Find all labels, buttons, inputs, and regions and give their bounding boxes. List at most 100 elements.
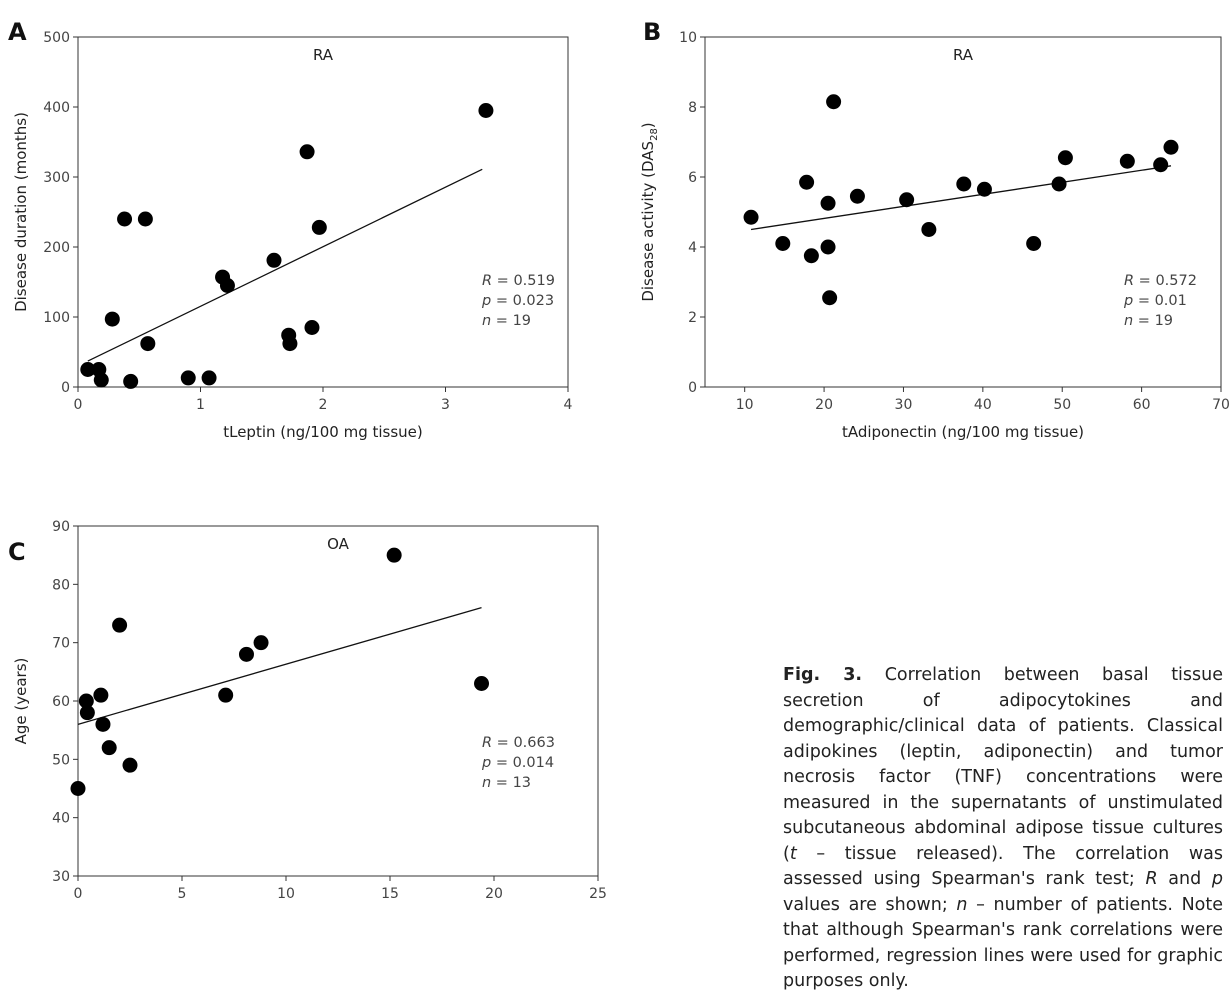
y-axis-label-main: Age (years) — [12, 658, 30, 745]
chart-panel-a: A RA 0 1 2 3 4 0 100 200 300 400 500 tLeptin (ng/100 … — [8, 18, 573, 441]
data-point — [1026, 236, 1042, 251]
y-tick-label: 60 — [52, 694, 70, 710]
x-tick-label: 30 — [895, 397, 913, 413]
y-tick-label: 70 — [52, 636, 70, 652]
y-tick-label: 90 — [52, 519, 70, 535]
x-axis-label: tLeptin (ng/100 mg tissue) — [223, 423, 423, 441]
data-point — [112, 617, 128, 633]
y-tick-label: 10 — [679, 30, 697, 46]
data-point — [849, 188, 865, 204]
data-point — [826, 94, 842, 110]
y-tick-label: 400 — [43, 100, 70, 116]
y-tick-label: 50 — [52, 752, 70, 768]
stat-n: n = 19 — [1124, 313, 1173, 329]
y-tick-label: 100 — [43, 310, 70, 326]
data-point — [822, 290, 838, 306]
y-axis-label-close: ) — [639, 122, 657, 128]
stat-n: n = 13 — [482, 775, 531, 791]
x-tick-label: 5 — [178, 886, 187, 902]
data-point — [1153, 157, 1169, 173]
data-point — [899, 192, 915, 208]
data-point — [201, 370, 217, 386]
y-axis-label: Disease duration (months) — [12, 112, 30, 312]
x-tick-label: 0 — [74, 397, 83, 413]
caption-text-1: Correlation between basal tissue secreti… — [783, 665, 1224, 864]
data-point — [93, 372, 109, 388]
caption-p: p — [1211, 869, 1224, 889]
data-point — [921, 222, 937, 237]
stat-r: R = 0.519 — [482, 273, 555, 289]
data-point — [117, 211, 133, 227]
x-tick-label: 50 — [1053, 397, 1071, 413]
x-tick-label: 0 — [74, 886, 83, 902]
y-tick-label: 4 — [688, 240, 697, 256]
y-tick-label: 500 — [43, 30, 70, 46]
data-point — [282, 336, 298, 352]
plot-frame — [77, 525, 599, 877]
data-point — [137, 211, 153, 227]
x-axis-label: tAdiponectin (ng/100 mg tissue) — [842, 423, 1084, 441]
x-tick-label: 70 — [1212, 397, 1229, 413]
y-tick-label: 300 — [43, 170, 70, 186]
x-tick-label: 20 — [485, 886, 503, 902]
x-tick-label: 60 — [1133, 397, 1151, 413]
data-point — [219, 278, 235, 293]
y-tick-label: 0 — [688, 380, 697, 396]
x-tick-label: 2 — [319, 397, 328, 413]
data-point — [95, 716, 111, 732]
panel-letter: B — [643, 18, 661, 46]
caption-label: Fig. 3. — [783, 665, 863, 685]
caption-R: R — [1145, 869, 1158, 889]
y-axis-label-sub: 28 — [649, 128, 660, 141]
data-point — [386, 547, 402, 563]
data-point — [123, 373, 139, 389]
data-point — [1163, 139, 1179, 155]
stat-n: n = 19 — [482, 313, 531, 329]
y-tick-label: 200 — [43, 240, 70, 256]
chart-title: RA — [953, 46, 974, 64]
x-tick-label: 20 — [815, 397, 833, 413]
data-point — [799, 174, 815, 190]
y-tick-label: 6 — [688, 170, 697, 186]
data-point — [1119, 153, 1135, 169]
data-point — [820, 195, 836, 211]
chart-panel-c: COA051015202530405060708090tTNF (pg/100 … — [8, 519, 607, 902]
caption-and: and — [1157, 869, 1212, 889]
data-point — [1057, 150, 1073, 166]
y-tick-label: 8 — [688, 100, 697, 116]
data-point — [218, 687, 234, 703]
data-point — [266, 252, 282, 268]
x-tick-label: 40 — [974, 397, 992, 413]
data-point — [104, 311, 120, 327]
data-point — [474, 676, 490, 691]
caption-t: t — [789, 843, 797, 864]
data-point — [775, 236, 791, 251]
data-point — [1051, 176, 1067, 192]
data-point — [78, 693, 94, 709]
data-point — [820, 239, 836, 255]
stat-p: p = 0.023 — [481, 293, 554, 309]
stat-r: R = 0.572 — [1124, 273, 1197, 289]
data-point — [238, 646, 254, 662]
regression-line — [750, 165, 1172, 231]
plot-frame — [704, 36, 1222, 388]
data-point — [976, 181, 992, 197]
chart-panel-b: B RA 10 20 30 40 50 60 70 0 2 4 6 8 10 tAdiponectin (ng… — [639, 18, 1229, 441]
y-tick-label: 40 — [52, 811, 70, 827]
x-tick-label: 25 — [589, 886, 607, 902]
y-axis-label: Age (years) — [12, 658, 30, 745]
x-tick-label: 10 — [277, 886, 295, 902]
data-point — [180, 370, 196, 386]
regression-line — [77, 607, 482, 725]
chart-title: RA — [313, 46, 334, 64]
data-point — [122, 757, 138, 773]
x-tick-label: 15 — [381, 886, 399, 902]
x-tick-label: 4 — [564, 397, 573, 413]
data-point — [101, 740, 117, 756]
data-point — [478, 103, 494, 118]
stat-p: p = 0.014 — [481, 755, 554, 771]
data-point — [304, 320, 320, 335]
x-tick-label: 3 — [441, 397, 450, 413]
data-point — [956, 176, 972, 192]
